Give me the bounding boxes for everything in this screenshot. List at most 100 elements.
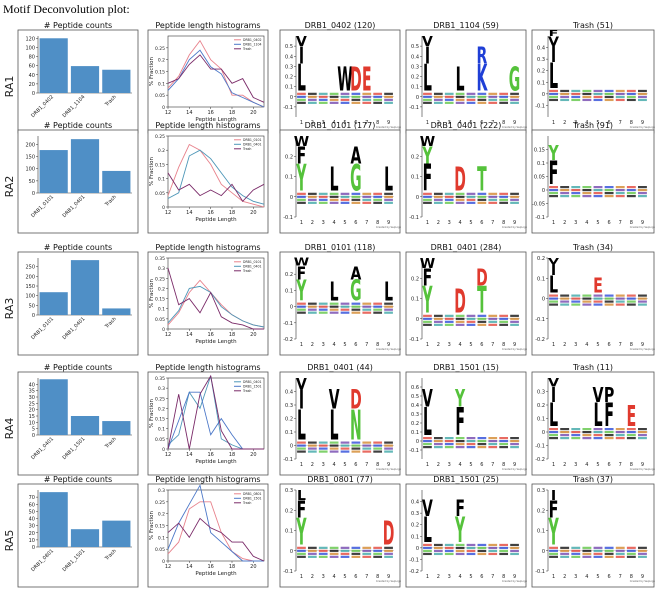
logo-position-label: 9	[513, 342, 516, 348]
logo-noise-mark	[615, 297, 625, 300]
logo-ytick-label: 0	[416, 317, 419, 323]
logo-ytick-label: 0	[290, 444, 293, 450]
logo-letter: L	[456, 61, 465, 99]
histogram-ytick-label: 0.25	[155, 46, 165, 52]
row-label: RA2	[3, 176, 16, 198]
logo-title: DRB1_0401 (284)	[431, 243, 502, 252]
logo-noise-mark	[488, 314, 498, 317]
logo-ytick-label: 0.1	[537, 80, 545, 86]
histogram-xtick-label: 14	[186, 210, 192, 216]
logo-noise-mark	[510, 323, 519, 326]
histogram-ytick-label: 0.1	[158, 535, 165, 541]
logo-noise-mark	[582, 428, 592, 431]
logo-position-label: 8	[630, 342, 633, 348]
logo-letter: G	[350, 156, 361, 200]
logo-noise-mark	[593, 434, 603, 437]
counts-bar	[39, 379, 68, 435]
counts-bar	[102, 170, 131, 193]
histogram-ytick-label: 0	[162, 559, 165, 565]
counts-ytick-label: 0	[32, 91, 35, 97]
logo-noise-mark	[318, 546, 328, 549]
logo-ytick-label: 0.3	[537, 57, 545, 63]
logo-frame	[279, 129, 401, 234]
logo-noise-mark	[340, 549, 350, 552]
histogram-xtick-label: 12	[165, 110, 171, 116]
logo-letter: Y	[296, 510, 307, 554]
logo-letter: W	[294, 134, 309, 149]
logo-position-label: 6	[480, 462, 483, 468]
logo-noise-mark	[433, 543, 443, 547]
logo-noise-mark	[373, 192, 383, 195]
logo-position-label: 9	[641, 574, 644, 580]
logo-noise-mark	[593, 294, 603, 297]
counts-ytick-label: 50	[29, 179, 35, 185]
logo-position-label: 4	[585, 574, 588, 580]
logo-letter: V	[592, 385, 603, 408]
logo-title: DRB1_0101 (118)	[305, 243, 376, 252]
logo-frame	[531, 29, 655, 134]
logo-noise-mark	[477, 437, 487, 440]
logo-letter: V	[296, 377, 308, 393]
logo-position-label: 1	[552, 220, 555, 226]
logo-noise-mark	[582, 434, 592, 437]
logo-noise-mark	[604, 294, 614, 297]
histogram-chart: Peptide length histograms 0 0.05 0.1 0.15 0.2…	[147, 243, 269, 356]
logo-noise-mark	[488, 437, 498, 440]
logo-noise-mark	[455, 317, 465, 320]
logo-position-label: 4	[333, 120, 336, 126]
histogram-legend-label: Trash	[242, 47, 251, 51]
logo-position-label: 2	[563, 574, 566, 580]
logo-noise-mark	[488, 552, 498, 556]
logo-position-label: 7	[365, 462, 368, 468]
histogram-series-line	[167, 172, 265, 203]
histogram-xtick-label: 18	[229, 332, 235, 338]
row-ra2: RA2# Peptide counts050100150200DRB1_0101…	[3, 121, 656, 234]
logo-noise-mark	[593, 192, 603, 195]
logo-noise-mark	[455, 543, 465, 547]
histogram-ytick-label: 0	[162, 105, 165, 111]
logo-noise-mark	[362, 305, 372, 308]
row-ra4: RA4# Peptide counts0510152025303540DRB1_…	[3, 363, 656, 476]
histogram-ytick-label: 0.1	[158, 81, 165, 87]
logo-noise-mark	[638, 546, 647, 549]
counts-ytick-label: 35	[29, 389, 35, 395]
logo-letter: E	[362, 61, 372, 99]
histogram-ytick-label: 0.15	[155, 70, 165, 76]
counts-ytick-label: 50	[29, 303, 35, 309]
logo-noise-mark	[384, 192, 393, 195]
logo-noise-mark	[362, 198, 372, 201]
logo-noise-mark	[423, 549, 432, 553]
logo-noise-mark	[571, 89, 581, 93]
logo-noise-mark	[318, 95, 328, 98]
logo-noise-mark	[499, 98, 509, 101]
counts-ytick-label: 60	[29, 502, 35, 508]
logo-noise-mark	[510, 92, 519, 95]
logo-noise-mark	[510, 443, 519, 446]
logo-noise-mark	[615, 95, 625, 99]
histogram-ytick-label: 0.05	[155, 547, 165, 553]
logo-noise-mark	[488, 440, 498, 443]
logo-frame	[405, 129, 527, 234]
logo-letter: T	[477, 278, 487, 322]
logo-noise-mark	[373, 546, 383, 549]
logo-title: Trash (91)	[572, 121, 613, 130]
logo-noise-mark	[488, 443, 498, 446]
histogram-xtick-label: 20	[250, 210, 256, 216]
histogram-xlabel: Peptide Length	[195, 459, 237, 465]
logo-position-label: 2	[311, 120, 314, 126]
histogram-series-line	[167, 49, 265, 108]
logo-ytick-label: 0	[542, 188, 545, 194]
logo-ytick-label: 0	[290, 549, 293, 555]
histogram-title: Peptide length histograms	[155, 475, 260, 484]
sequence-logo: DRB1_0801 (77) -0.1 0 0.1 0.2 0.3 1 2 3 4 5 6 7 8 9Cre…	[279, 475, 402, 588]
logo-noise-mark	[638, 89, 647, 93]
logo-noise-mark	[307, 447, 317, 450]
logo-position-label: 7	[491, 342, 494, 348]
logo-noise-mark	[466, 314, 476, 317]
logo-noise-mark	[604, 89, 614, 93]
logo-position-label: 4	[459, 462, 462, 468]
logo-noise-mark	[423, 320, 432, 323]
logo-noise-mark	[455, 323, 465, 326]
logo-noise-mark	[571, 303, 581, 306]
